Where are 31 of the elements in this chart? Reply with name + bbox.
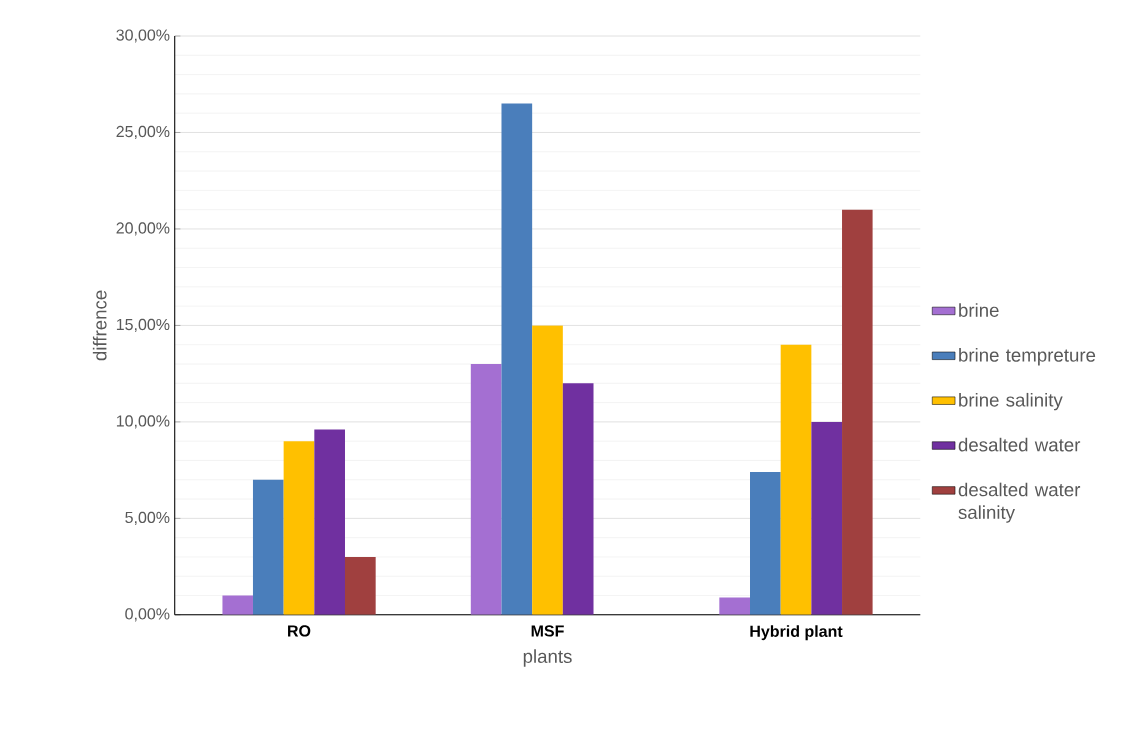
bar — [252, 479, 284, 615]
x-axis-title: plants — [523, 649, 572, 667]
bar — [719, 597, 750, 615]
y-axis-title: diffrence — [92, 290, 107, 361]
bar — [811, 421, 843, 615]
bar — [750, 472, 781, 615]
y-tick-label: 10,00% — [116, 415, 170, 429]
legend-label: desalted water salinity — [958, 482, 1081, 523]
y-tick-label: 25,00% — [116, 125, 170, 140]
y-tick-label: 5,00% — [125, 511, 170, 526]
legend-label: desalted water — [958, 437, 1081, 452]
bar — [562, 383, 594, 615]
legend-label: brine tempreture — [959, 348, 1096, 366]
bar — [470, 364, 502, 615]
bar — [344, 557, 376, 615]
bar — [314, 429, 345, 615]
y-tick-label: 0,00% — [125, 608, 170, 622]
legend-label: brine — [959, 303, 999, 317]
y-tick-label: 20,00% — [116, 222, 170, 236]
bar — [283, 441, 315, 615]
bar — [501, 103, 533, 615]
bar — [222, 595, 253, 615]
x-tick-label: Hybrid plant — [750, 625, 843, 641]
bar — [842, 209, 873, 615]
x-tick-label: RO — [288, 625, 311, 637]
legend-label: brine salinity — [959, 392, 1063, 411]
bar — [532, 325, 563, 615]
y-tick-label: 15,00% — [116, 318, 170, 333]
y-tick-label: 30,00% — [116, 29, 170, 43]
x-tick-label: MSF — [531, 625, 564, 637]
bar — [780, 344, 812, 615]
